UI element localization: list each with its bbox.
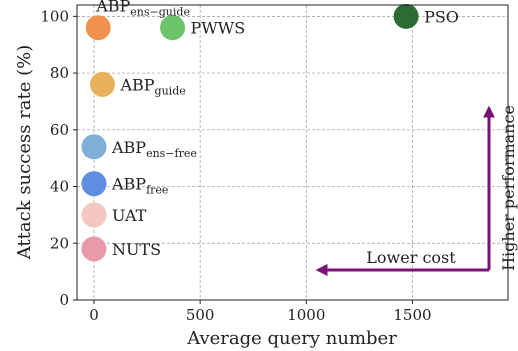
x-tick-label: 1500 xyxy=(393,306,431,324)
point-label: PSO xyxy=(424,7,459,26)
x-tick-label: 500 xyxy=(186,306,215,324)
data-point xyxy=(160,15,186,41)
x-axis-label: Average query number xyxy=(186,328,397,349)
y-tick-label: 0 xyxy=(59,291,69,309)
y-axis-label: Attack success rate (%) xyxy=(14,45,35,261)
axis-ticks: 0 500 1000 1500 0 20 40 60 80 100 xyxy=(40,7,431,324)
point-label: ABPens−guide xyxy=(95,0,190,19)
data-point xyxy=(81,171,107,197)
data-point xyxy=(81,202,107,228)
point-label: UAT xyxy=(112,206,147,225)
plot-frame xyxy=(76,4,509,301)
y-tick-label: 80 xyxy=(50,64,69,82)
point-label: ABPfree xyxy=(111,175,168,197)
performance-arrows xyxy=(315,105,495,276)
y-tick-label: 60 xyxy=(50,121,69,139)
y-tick-label: 20 xyxy=(50,234,69,252)
y-tick-label: 100 xyxy=(40,7,69,25)
x-tick-label: 0 xyxy=(89,306,99,324)
point-label: NUTS xyxy=(112,240,161,259)
higher-performance-annotation: Higher performance xyxy=(499,105,518,271)
data-points xyxy=(81,3,419,262)
x-tick-label: 1000 xyxy=(287,306,325,324)
point-label: PWWS xyxy=(191,19,246,38)
y-tick-label: 40 xyxy=(50,178,69,196)
point-label: ABPens−free xyxy=(111,138,197,160)
data-point xyxy=(89,71,115,97)
data-point xyxy=(85,15,111,41)
data-point xyxy=(81,134,107,160)
data-point xyxy=(393,3,419,29)
data-point xyxy=(81,236,107,262)
point-label: ABPguide xyxy=(119,75,185,97)
lower-cost-annotation: Lower cost xyxy=(366,248,456,267)
